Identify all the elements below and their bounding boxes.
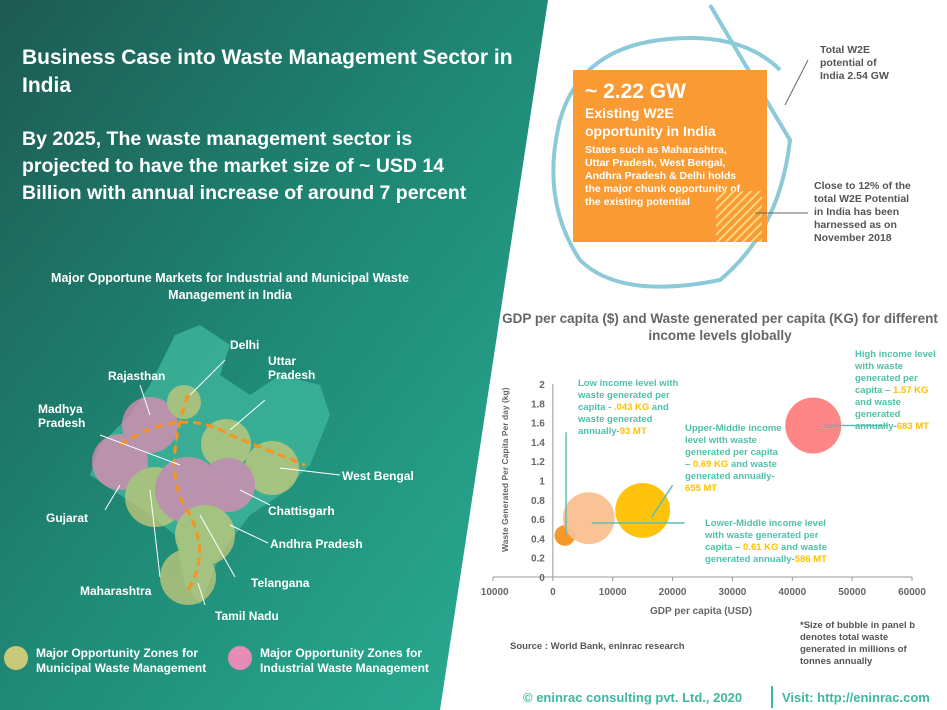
label-maharashtra: Maharashtra [80,584,152,598]
y-tick-label: 2 [539,380,545,391]
x-tick-label: 30000 [719,587,747,598]
annotation-high-income: High income level with waste generated p… [855,349,936,432]
legend-industrial-swatch [228,646,252,670]
bubble-size-note: *Size of bubble in panel b denotes total… [800,620,916,667]
annotation-upper-middle: Upper-Middle income level with waste gen… [685,423,782,494]
harnessed-hatch [716,191,762,242]
annotation-low-income: Low income level with waste generated pe… [578,378,679,437]
label-rajasthan: Rajasthan [108,369,166,383]
zone-wb [245,441,299,495]
legend-industrial-label: Major Opportunity Zones for Industrial W… [260,646,429,675]
w2e-heading: Existing W2E opportunity in India [585,105,716,139]
harnessed-note: Close to 12% of the total W2E Potential … [814,180,911,244]
zone-rajasthan [122,397,178,453]
y-tick-label: 0.8 [531,496,545,507]
y-tick-label: 1.2 [531,457,545,468]
label-madhya-pradesh: Madhya Pradesh [38,402,86,430]
x-tick-label: -10000 [480,587,509,598]
copyright: © eninrac consulting pvt. Ltd., 2020 [523,690,743,705]
x-tick-label: 60000 [898,587,926,598]
zone-delhi [167,385,201,419]
bubble-1 [562,492,615,545]
callout-lines [755,60,809,214]
bubble-3 [785,397,842,454]
y-tick-label: 0.6 [531,515,545,526]
x-axis-label: GDP per capita (USD) [650,606,753,617]
total-w2e-note: Total W2E potential of India 2.54 GW [820,44,889,82]
legend-municipal-swatch [4,646,28,670]
label-gujarat: Gujarat [46,511,89,525]
w2e-outline-circle [551,3,793,289]
w2e-text: States such as Maharashtra, Uttar Prades… [585,144,741,208]
y-tick-label: 0 [539,573,545,584]
legend-municipal-label: Major Opportunity Zones for Municipal Wa… [36,646,207,675]
market-size-statement: By 2025, The waste management sector is … [22,128,467,204]
label-uttar-pradesh: Uttar Pradesh [268,354,316,382]
x-tick-label: 20000 [659,587,687,598]
label-tamil-nadu: Tamil Nadu [215,609,279,623]
y-tick-label: 1.8 [531,399,545,410]
bubble-2 [615,482,671,538]
y-tick-label: 0.4 [531,534,545,545]
label-chattisgarh: Chattisgarh [268,504,335,518]
footer-divider [771,686,773,708]
x-tick-label: 0 [550,587,556,598]
annotation-lower-middle: Lower-Middle income level with waste gen… [705,518,827,565]
w2e-opportunity-box: ~ 2.22 GW Existing W2E opportunity in In… [573,70,767,242]
y-axis-label: Waste Generated Per Capita Per day (kg) [500,387,510,553]
y-tick-label: 1 [539,477,545,488]
bubble-chart: -10000 0 10000 20000 30000 40000 50000 60000 0 0.… [480,380,926,598]
y-tick-label: 1.4 [531,438,545,449]
page-title: Business Case into Waste Management Sect… [22,46,513,97]
website-link[interactable]: Visit: http://eninrac.com [782,690,930,705]
chart-title: GDP per capita ($) and Waste generated p… [502,311,938,343]
zone-up [201,419,251,469]
source-note: Source : World Bank, eninrac research [510,641,685,652]
x-tick-label: 50000 [838,587,866,598]
y-tick-label: 1.6 [531,419,545,430]
w2e-value: ~ 2.22 GW [585,80,686,103]
annotation-leader [650,484,674,518]
y-tick-label: 0.2 [531,554,545,565]
label-delhi: Delhi [230,338,260,352]
india-map [90,325,341,606]
label-telangana: Telangana [251,576,310,590]
label-andhra-pradesh: Andhra Pradesh [270,537,363,551]
zone-tn [160,549,216,605]
x-tick-label: 10000 [599,587,627,598]
label-west-bengal: West Bengal [342,469,414,483]
map-title: Major Opportune Markets for Industrial a… [51,271,409,302]
x-tick-label: 40000 [778,587,806,598]
